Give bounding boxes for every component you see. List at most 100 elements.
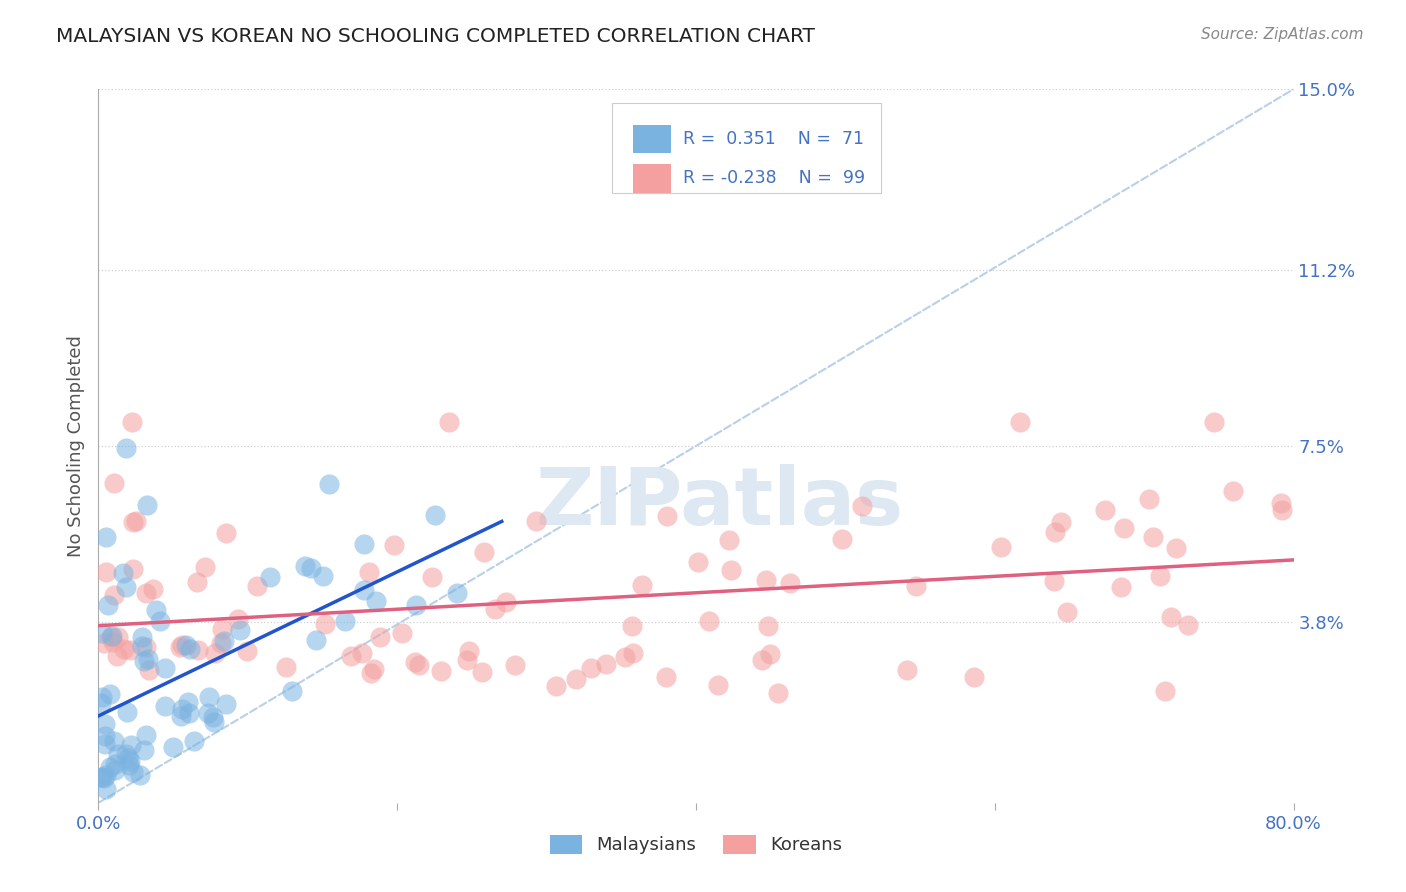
Point	[1202, 415, 1225, 429]
Point	[209, 635, 232, 649]
Point	[904, 579, 927, 593]
Point	[229, 623, 252, 637]
Point	[758, 647, 780, 661]
Point	[717, 533, 740, 547]
Point	[1164, 541, 1187, 555]
Point	[122, 515, 145, 529]
Point	[183, 734, 205, 748]
Point	[211, 622, 233, 636]
Point	[204, 647, 226, 661]
Point	[368, 631, 391, 645]
Point	[172, 702, 194, 716]
Point	[103, 733, 125, 747]
Point	[1139, 491, 1161, 506]
Point	[1008, 415, 1031, 429]
Point	[162, 740, 184, 755]
Point	[105, 648, 128, 663]
Point	[112, 642, 135, 657]
Point	[318, 477, 340, 491]
Point	[135, 728, 157, 742]
Point	[201, 710, 224, 724]
Point	[138, 663, 160, 677]
Point	[131, 639, 153, 653]
Point	[1111, 580, 1133, 594]
Point	[456, 652, 478, 666]
Point	[581, 661, 603, 675]
Point	[186, 574, 208, 589]
Point	[276, 659, 298, 673]
Point	[1112, 521, 1135, 535]
Point	[177, 706, 200, 721]
Point	[565, 672, 588, 686]
Point	[1270, 496, 1292, 510]
Point	[404, 656, 426, 670]
Point	[280, 684, 302, 698]
Point	[755, 573, 778, 587]
Text: R = -0.238    N =  99: R = -0.238 N = 99	[683, 169, 865, 187]
Point	[112, 566, 135, 580]
Point	[170, 708, 193, 723]
Point	[202, 715, 225, 730]
Point	[101, 629, 124, 643]
Point	[187, 643, 209, 657]
Point	[425, 508, 447, 522]
Point	[405, 598, 427, 612]
Point	[100, 630, 122, 644]
Point	[333, 614, 356, 628]
Point	[97, 598, 120, 612]
Point	[990, 540, 1012, 554]
Text: MALAYSIAN VS KOREAN NO SCHOOLING COMPLETED CORRELATION CHART: MALAYSIAN VS KOREAN NO SCHOOLING COMPLET…	[56, 27, 815, 45]
Point	[484, 601, 506, 615]
Point	[226, 612, 249, 626]
Point	[655, 508, 678, 523]
Point	[353, 537, 375, 551]
Point	[620, 619, 643, 633]
Point	[420, 570, 443, 584]
Point	[831, 532, 853, 546]
Point	[429, 664, 451, 678]
Point	[132, 654, 155, 668]
Point	[474, 545, 496, 559]
Point	[194, 559, 217, 574]
Point	[129, 768, 152, 782]
Y-axis label: No Schooling Completed: No Schooling Completed	[66, 335, 84, 557]
Point	[103, 475, 125, 490]
Point	[437, 415, 460, 429]
Point	[408, 657, 430, 672]
Point	[118, 754, 141, 768]
Point	[1149, 569, 1171, 583]
Point	[155, 661, 177, 675]
Point	[114, 747, 136, 762]
Point	[363, 661, 385, 675]
Point	[90, 690, 112, 704]
Point	[100, 760, 122, 774]
Point	[544, 679, 567, 693]
Point	[101, 635, 124, 649]
Point	[135, 585, 157, 599]
Point	[446, 585, 468, 599]
Point	[766, 686, 789, 700]
Point	[91, 626, 114, 640]
Point	[751, 653, 773, 667]
Point	[1154, 683, 1177, 698]
Point	[94, 729, 117, 743]
FancyBboxPatch shape	[613, 103, 882, 193]
Point	[179, 642, 201, 657]
Point	[779, 576, 801, 591]
Point	[524, 514, 547, 528]
Point	[458, 643, 481, 657]
Point	[136, 652, 159, 666]
Point	[114, 442, 136, 456]
Point	[107, 630, 129, 644]
Point	[125, 514, 148, 528]
Point	[1142, 530, 1164, 544]
Point	[1049, 515, 1071, 529]
Point	[121, 415, 143, 429]
Point	[1056, 606, 1078, 620]
Point	[135, 640, 157, 654]
Point	[94, 781, 117, 796]
Point	[299, 560, 322, 574]
Point	[720, 563, 742, 577]
Point	[145, 603, 167, 617]
Point	[93, 771, 115, 785]
